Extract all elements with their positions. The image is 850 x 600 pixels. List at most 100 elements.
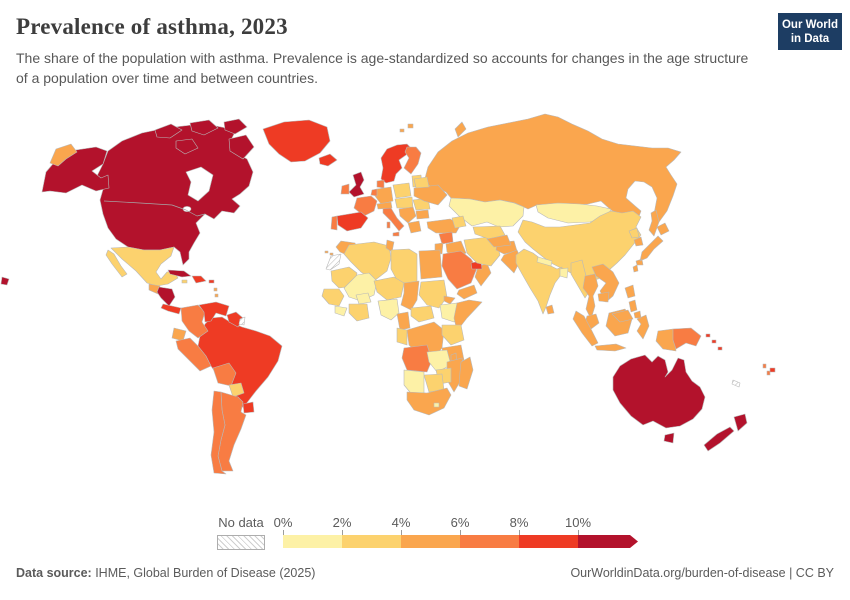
region-congo-gabon[interactable] bbox=[396, 327, 408, 346]
country-puerto-rico[interactable] bbox=[208, 279, 215, 284]
country-taiwan[interactable] bbox=[632, 264, 639, 273]
region-benelux[interactable] bbox=[370, 188, 378, 197]
country-chad[interactable] bbox=[400, 280, 420, 311]
country-usa-alaska[interactable] bbox=[41, 146, 110, 194]
region-cote-divoire-ghana[interactable] bbox=[348, 303, 370, 322]
legend-bin-4-6[interactable] bbox=[401, 535, 460, 548]
country-chukotka[interactable] bbox=[49, 143, 78, 167]
country-ireland[interactable] bbox=[340, 183, 350, 195]
legend-bin-2-4[interactable] bbox=[342, 535, 401, 548]
country-uruguay[interactable] bbox=[242, 401, 255, 414]
island-papua-west[interactable] bbox=[655, 328, 677, 352]
country-madagascar[interactable] bbox=[458, 356, 474, 390]
country-mali[interactable] bbox=[343, 272, 378, 302]
country-yemen[interactable] bbox=[456, 284, 478, 300]
country-sri-lanka[interactable] bbox=[545, 304, 555, 315]
country-belarus[interactable] bbox=[413, 176, 430, 189]
country-lesotho[interactable] bbox=[433, 402, 440, 408]
country-portugal[interactable] bbox=[330, 215, 338, 231]
country-mexico[interactable] bbox=[105, 246, 179, 287]
country-north-korea[interactable] bbox=[628, 227, 640, 239]
country-australia[interactable] bbox=[612, 354, 706, 429]
country-bolivia[interactable] bbox=[212, 362, 237, 387]
country-thailand[interactable] bbox=[582, 273, 599, 320]
island-tasmania[interactable] bbox=[663, 432, 675, 444]
country-brazil[interactable] bbox=[197, 316, 283, 412]
country-greenland[interactable] bbox=[262, 119, 331, 163]
country-south-korea[interactable] bbox=[633, 236, 644, 247]
owid-logo[interactable]: Our World in Data bbox=[778, 13, 842, 50]
region-laos-vietnam[interactable] bbox=[591, 263, 620, 303]
country-france[interactable] bbox=[353, 195, 378, 217]
islands-solomon[interactable] bbox=[705, 333, 723, 351]
region-alps[interactable] bbox=[376, 201, 393, 210]
country-honduras-nicaragua[interactable] bbox=[156, 286, 176, 307]
islands-canary[interactable] bbox=[324, 250, 334, 256]
country-denmark[interactable] bbox=[376, 179, 385, 189]
country-syria[interactable] bbox=[438, 231, 454, 245]
region-caucasus[interactable] bbox=[451, 215, 467, 229]
country-cameroon[interactable] bbox=[396, 311, 411, 331]
country-jamaica[interactable] bbox=[181, 279, 188, 284]
region-french-guiana[interactable] bbox=[238, 316, 246, 326]
legend-bin-10-plus[interactable] bbox=[578, 535, 638, 548]
country-turkey[interactable] bbox=[426, 218, 462, 234]
region-western-sahara[interactable] bbox=[325, 253, 342, 271]
country-germany[interactable] bbox=[374, 186, 394, 205]
country-finland[interactable] bbox=[403, 146, 422, 175]
lesser-antilles[interactable] bbox=[213, 287, 219, 298]
islands-fiji[interactable] bbox=[769, 367, 776, 373]
legend-bin-6-8[interactable] bbox=[460, 535, 519, 548]
country-new-zealand[interactable] bbox=[703, 413, 748, 452]
island-sulawesi[interactable] bbox=[636, 314, 650, 340]
legend-bin-0-2[interactable] bbox=[283, 535, 342, 548]
country-cambodia[interactable] bbox=[597, 291, 610, 303]
country-paraguay[interactable] bbox=[228, 382, 245, 398]
country-chile[interactable] bbox=[210, 390, 227, 475]
country-saudi-arabia[interactable] bbox=[441, 250, 478, 290]
country-iceland[interactable] bbox=[318, 153, 338, 167]
country-nepal[interactable] bbox=[536, 256, 553, 267]
country-united-kingdom[interactable] bbox=[348, 171, 365, 198]
island-sakhalin[interactable] bbox=[648, 209, 660, 237]
region-uganda-kenya[interactable] bbox=[441, 324, 465, 346]
country-niger[interactable] bbox=[373, 276, 405, 301]
country-hispaniola[interactable] bbox=[191, 275, 207, 284]
islands-novaya-zemlya[interactable] bbox=[454, 121, 467, 138]
footer-attribution[interactable]: OurWorldinData.org/burden-of-disease | C… bbox=[570, 566, 834, 580]
country-japan[interactable] bbox=[635, 222, 670, 266]
country-venezuela[interactable] bbox=[198, 301, 230, 323]
country-poland[interactable] bbox=[392, 182, 412, 199]
country-car[interactable] bbox=[410, 305, 435, 323]
canada-arctic-islands[interactable] bbox=[154, 118, 255, 160]
islands-vanuatu[interactable] bbox=[762, 363, 771, 376]
island-java[interactable] bbox=[594, 343, 627, 352]
country-bulgaria[interactable] bbox=[415, 209, 430, 220]
country-peru[interactable] bbox=[175, 337, 212, 372]
country-costa-rica-panama[interactable] bbox=[160, 303, 182, 315]
country-algeria[interactable] bbox=[343, 241, 392, 282]
country-nigeria[interactable] bbox=[377, 298, 400, 321]
country-sudan[interactable] bbox=[418, 279, 448, 309]
country-angola[interactable] bbox=[401, 344, 433, 373]
region-balkans[interactable] bbox=[398, 206, 417, 224]
legend-no-data-swatch[interactable] bbox=[217, 535, 265, 550]
country-bangladesh[interactable] bbox=[559, 267, 569, 279]
country-italy[interactable] bbox=[382, 205, 405, 237]
island-sumatra[interactable] bbox=[572, 310, 599, 347]
country-china[interactable] bbox=[517, 210, 642, 282]
country-cuba[interactable] bbox=[167, 269, 192, 278]
legend-bin-8-10[interactable] bbox=[519, 535, 578, 548]
country-somalia[interactable] bbox=[453, 299, 483, 332]
country-south-africa[interactable] bbox=[406, 387, 452, 416]
country-ukraine[interactable] bbox=[413, 184, 448, 206]
country-hawaii[interactable] bbox=[0, 276, 10, 286]
region-central-asia-south[interactable] bbox=[486, 234, 512, 248]
country-burkina-faso[interactable] bbox=[355, 292, 372, 305]
region-senegal-guinea[interactable] bbox=[321, 288, 345, 307]
country-papua-new-guinea[interactable] bbox=[672, 327, 702, 350]
country-zambia[interactable] bbox=[426, 349, 452, 373]
country-spain[interactable] bbox=[336, 211, 369, 232]
islands-svalbard[interactable] bbox=[399, 123, 414, 133]
region-sierra-leone-liberia[interactable] bbox=[334, 305, 348, 317]
